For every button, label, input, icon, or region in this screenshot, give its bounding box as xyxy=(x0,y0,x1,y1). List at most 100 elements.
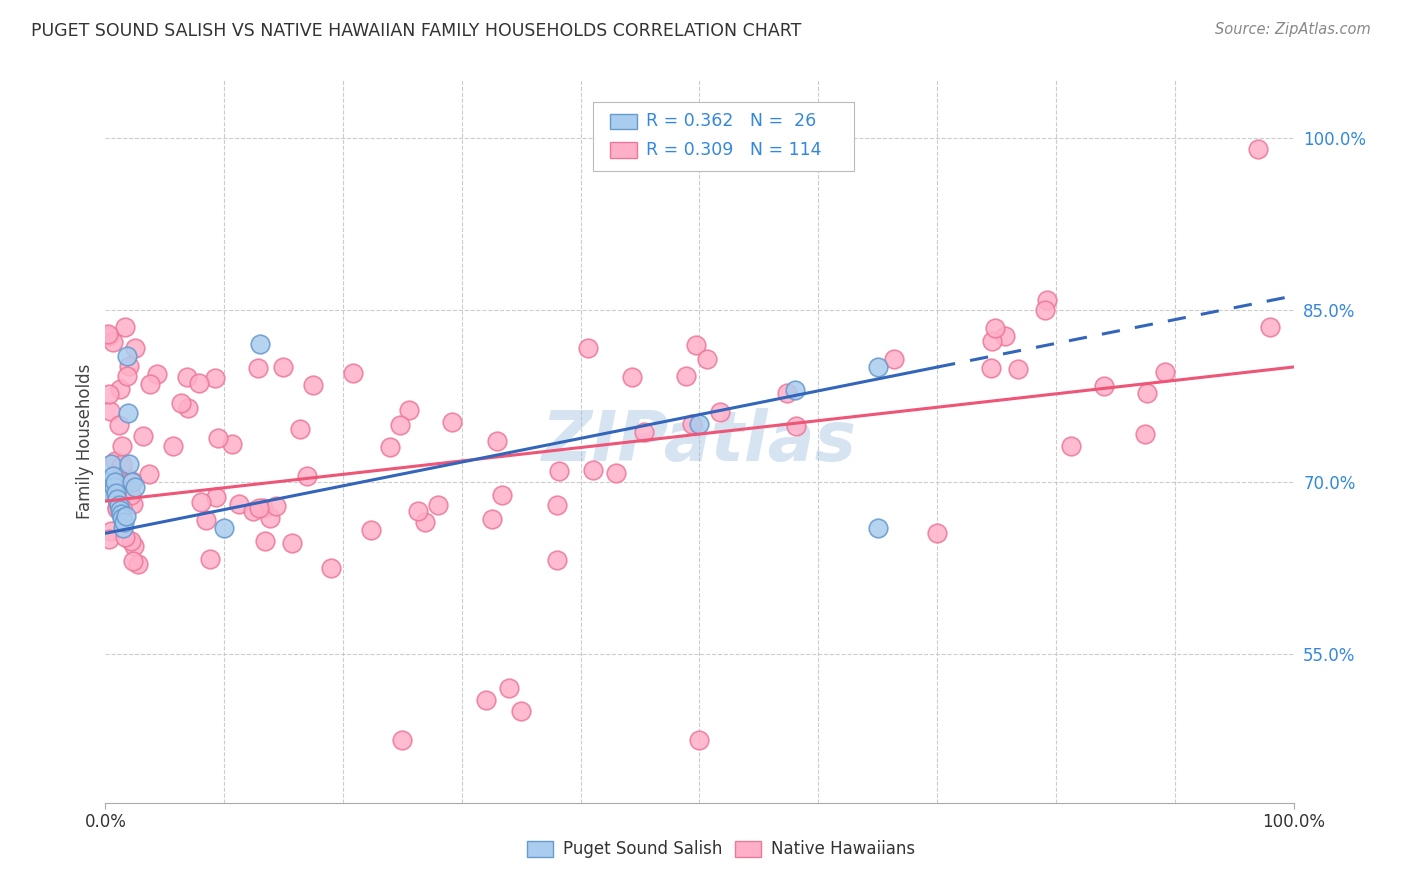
Point xyxy=(481,512,503,526)
Bar xyxy=(610,113,637,129)
Point xyxy=(121,475,143,489)
Point xyxy=(883,352,905,367)
Point xyxy=(1035,293,1057,307)
Point xyxy=(105,500,128,515)
Point xyxy=(111,511,134,525)
Point xyxy=(98,404,121,418)
Point xyxy=(689,732,711,747)
Point xyxy=(406,503,429,517)
Point xyxy=(546,498,568,512)
Point xyxy=(474,692,496,706)
FancyBboxPatch shape xyxy=(592,102,853,170)
Point xyxy=(198,552,221,566)
Point xyxy=(101,334,124,349)
Point xyxy=(1033,302,1056,317)
Point xyxy=(108,503,131,517)
Point xyxy=(104,454,127,468)
Point xyxy=(984,321,1007,335)
Point xyxy=(187,376,209,390)
Point xyxy=(207,431,229,445)
Point xyxy=(115,368,138,383)
Point xyxy=(105,486,128,500)
Point xyxy=(101,483,124,498)
Point xyxy=(205,491,228,505)
Point xyxy=(110,507,132,521)
Point xyxy=(110,439,132,453)
Point xyxy=(380,441,402,455)
Text: Source: ZipAtlas.com: Source: ZipAtlas.com xyxy=(1215,22,1371,37)
Point xyxy=(290,421,312,435)
Point xyxy=(121,474,143,488)
Point xyxy=(132,429,155,443)
Point xyxy=(124,480,146,494)
Point xyxy=(190,495,212,509)
Bar xyxy=(610,143,637,158)
Point xyxy=(120,533,142,548)
Point xyxy=(925,526,948,541)
Point xyxy=(689,417,711,432)
Point xyxy=(360,523,382,537)
Point xyxy=(122,539,145,553)
Point xyxy=(228,497,250,511)
Text: Puget Sound Salish: Puget Sound Salish xyxy=(562,840,723,858)
Point xyxy=(546,553,568,567)
Point xyxy=(110,383,132,397)
Point xyxy=(1092,378,1115,392)
Point xyxy=(415,516,437,530)
Point xyxy=(252,501,274,516)
Point xyxy=(783,383,806,397)
Point xyxy=(776,386,799,401)
Point xyxy=(866,359,889,374)
Point xyxy=(121,498,143,512)
Point xyxy=(120,488,142,502)
Point xyxy=(510,704,533,718)
Point xyxy=(176,370,198,384)
Point xyxy=(101,469,124,483)
Point xyxy=(242,503,264,517)
Y-axis label: Family Households: Family Households xyxy=(76,364,94,519)
Point xyxy=(118,359,141,373)
Point xyxy=(1059,439,1081,453)
Point xyxy=(97,327,120,342)
Point xyxy=(582,463,605,477)
Point xyxy=(177,401,200,415)
Point xyxy=(866,520,889,534)
Point xyxy=(249,337,271,351)
Point xyxy=(1133,427,1156,442)
Bar xyxy=(735,841,761,857)
Point xyxy=(785,418,807,433)
Point xyxy=(169,396,191,410)
Point xyxy=(114,469,136,483)
Point xyxy=(696,351,718,366)
Point xyxy=(259,511,281,525)
Point xyxy=(105,502,128,516)
Point xyxy=(486,434,509,448)
Point xyxy=(105,488,128,502)
Point xyxy=(1258,319,1281,334)
Point xyxy=(107,477,129,491)
Point xyxy=(204,371,226,385)
Point xyxy=(980,361,1002,376)
Text: PUGET SOUND SALISH VS NATIVE HAWAIIAN FAMILY HOUSEHOLDS CORRELATION CHART: PUGET SOUND SALISH VS NATIVE HAWAIIAN FA… xyxy=(31,22,801,40)
Point xyxy=(620,370,643,384)
Point xyxy=(302,378,325,392)
Point xyxy=(281,536,304,550)
Point xyxy=(246,361,269,376)
Point xyxy=(1007,361,1029,376)
Point xyxy=(391,732,413,747)
Point xyxy=(112,520,135,534)
Point xyxy=(114,515,136,529)
Point xyxy=(498,681,520,695)
Point xyxy=(104,475,127,489)
Point xyxy=(124,341,146,355)
Point xyxy=(98,475,121,489)
Point xyxy=(98,483,121,498)
Point xyxy=(266,499,288,513)
Point xyxy=(100,524,122,538)
Point xyxy=(398,403,420,417)
Point xyxy=(97,387,120,401)
Point xyxy=(342,366,364,380)
Point xyxy=(709,404,731,418)
Point xyxy=(121,554,143,568)
Point xyxy=(633,425,655,439)
